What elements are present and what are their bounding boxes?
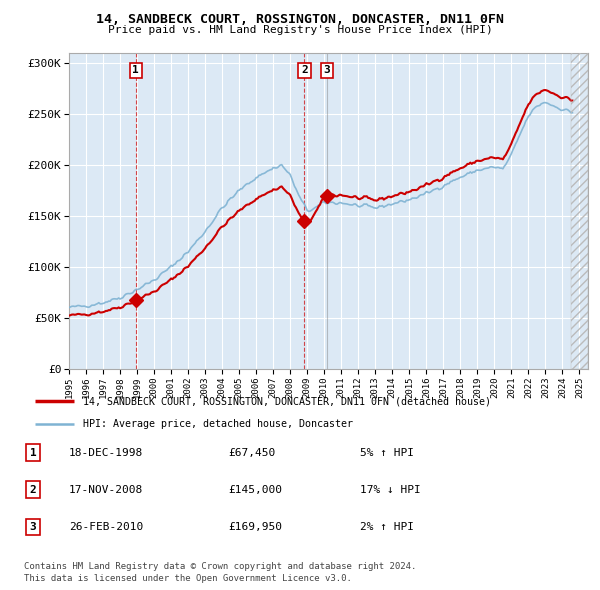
Text: 3: 3 [29, 522, 37, 532]
Text: 14, SANDBECK COURT, ROSSINGTON, DONCASTER, DN11 0FN: 14, SANDBECK COURT, ROSSINGTON, DONCASTE… [96, 13, 504, 26]
Text: This data is licensed under the Open Government Licence v3.0.: This data is licensed under the Open Gov… [24, 574, 352, 583]
Text: 3: 3 [324, 65, 331, 76]
Text: £145,000: £145,000 [228, 485, 282, 494]
Text: 2: 2 [301, 65, 308, 76]
Text: £169,950: £169,950 [228, 522, 282, 532]
Text: Contains HM Land Registry data © Crown copyright and database right 2024.: Contains HM Land Registry data © Crown c… [24, 562, 416, 571]
Text: 2% ↑ HPI: 2% ↑ HPI [360, 522, 414, 532]
Text: 17% ↓ HPI: 17% ↓ HPI [360, 485, 421, 494]
Text: Price paid vs. HM Land Registry's House Price Index (HPI): Price paid vs. HM Land Registry's House … [107, 25, 493, 35]
Text: 14, SANDBECK COURT, ROSSINGTON, DONCASTER, DN11 0FN (detached house): 14, SANDBECK COURT, ROSSINGTON, DONCASTE… [83, 396, 491, 406]
Text: 1: 1 [29, 448, 37, 457]
Text: 18-DEC-1998: 18-DEC-1998 [69, 448, 143, 457]
Text: 1: 1 [132, 65, 139, 76]
Text: HPI: Average price, detached house, Doncaster: HPI: Average price, detached house, Donc… [83, 419, 353, 430]
Text: 26-FEB-2010: 26-FEB-2010 [69, 522, 143, 532]
Text: 2: 2 [29, 485, 37, 494]
Text: 17-NOV-2008: 17-NOV-2008 [69, 485, 143, 494]
Text: £67,450: £67,450 [228, 448, 275, 457]
Text: 5% ↑ HPI: 5% ↑ HPI [360, 448, 414, 457]
